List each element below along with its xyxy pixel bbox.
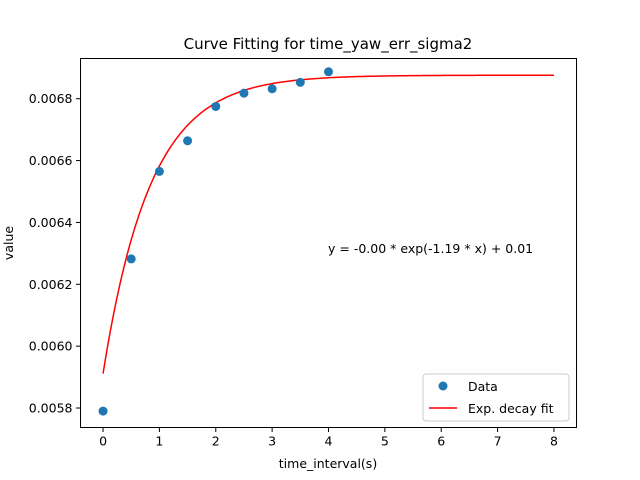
legend: Data Exp. decay fit <box>422 373 570 422</box>
x-tick-label: 4 <box>325 434 333 449</box>
data-point <box>239 88 249 98</box>
y-tick-label: 0.0066 <box>29 153 73 168</box>
legend-label-fit: Exp. decay fit <box>468 401 554 416</box>
x-axis-ticks: 0 1 2 3 4 5 6 7 8 <box>99 427 558 449</box>
x-tick-label: 2 <box>212 434 220 449</box>
fit-curve-line <box>102 74 554 374</box>
y-axis-ticks: 0.0058 0.0060 0.0062 0.0064 0.0066 0.0068 <box>29 91 81 416</box>
y-tick-label: 0.0060 <box>29 339 73 354</box>
x-tick-label: 1 <box>155 434 163 449</box>
x-axis-label: time_interval(s) <box>279 456 377 471</box>
plot-area <box>98 67 554 416</box>
x-tick-label: 3 <box>268 434 276 449</box>
data-point <box>295 77 305 87</box>
y-tick-label: 0.0064 <box>29 215 73 230</box>
data-point <box>126 254 136 264</box>
x-tick-label: 0 <box>99 434 107 449</box>
data-point <box>211 101 221 111</box>
data-point <box>183 136 193 146</box>
data-point <box>154 166 164 176</box>
legend-box <box>422 373 570 422</box>
x-tick-label: 5 <box>381 434 389 449</box>
x-tick-label: 7 <box>494 434 502 449</box>
x-tick-label: 8 <box>550 434 558 449</box>
data-point <box>98 406 108 416</box>
plot-frame <box>80 58 577 428</box>
chart-title: Curve Fitting for time_yaw_err_sigma2 <box>184 35 473 54</box>
legend-marker-data <box>438 381 448 391</box>
y-tick-label: 0.0058 <box>29 401 73 416</box>
legend-label-data: Data <box>468 379 498 394</box>
x-tick-label: 6 <box>437 434 445 449</box>
fit-equation-annotation: y = -0.00 * exp(-1.19 * x) + 0.01 <box>328 241 533 256</box>
y-tick-label: 0.0068 <box>29 91 73 106</box>
data-point <box>324 67 333 77</box>
y-axis-label: value <box>1 226 16 260</box>
y-tick-label: 0.0062 <box>29 277 73 292</box>
data-point <box>267 84 277 94</box>
